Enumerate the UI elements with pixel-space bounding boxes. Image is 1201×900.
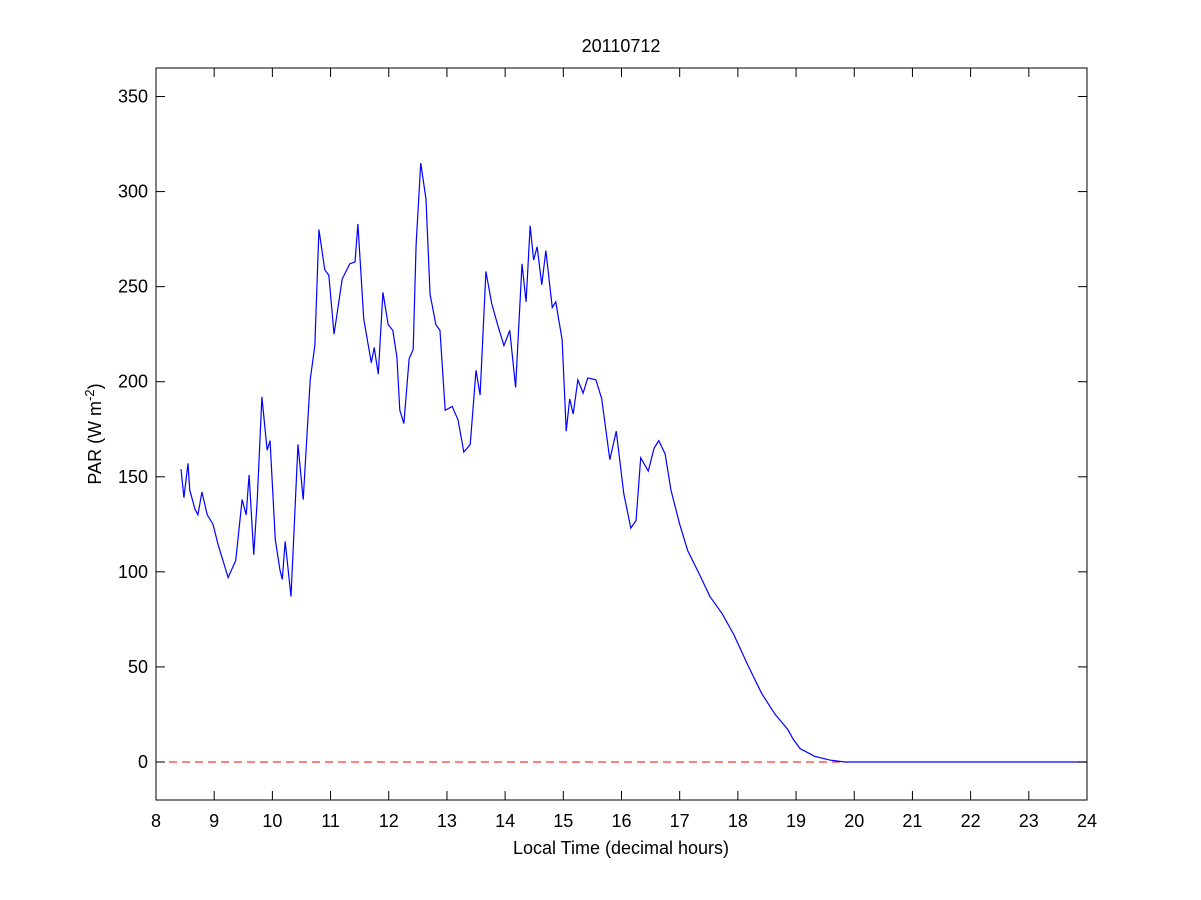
x-tick-label: 23: [1019, 811, 1039, 831]
x-tick-label: 15: [553, 811, 573, 831]
y-tick-label: 150: [118, 467, 148, 487]
x-tick-label: 10: [262, 811, 282, 831]
y-tick-label: 250: [118, 277, 148, 297]
x-tick-label: 20: [844, 811, 864, 831]
x-tick-label: 11: [321, 811, 340, 831]
x-tick-label: 21: [902, 811, 922, 831]
x-tick-label: 16: [611, 811, 631, 831]
x-tick-label: 13: [437, 811, 457, 831]
x-tick-label: 9: [209, 811, 219, 831]
y-axis-label: PAR (W m-2): [82, 383, 105, 484]
y-tick-label: 0: [138, 752, 148, 772]
x-tick-label: 18: [728, 811, 748, 831]
y-axis-label-sup: -2: [82, 389, 97, 401]
y-tick-label: 100: [118, 562, 148, 582]
y-tick-label: 50: [128, 657, 148, 677]
x-tick-label: 24: [1077, 811, 1097, 831]
x-tick-label: 14: [495, 811, 515, 831]
y-tick-label: 300: [118, 182, 148, 202]
y-tick-label: 350: [118, 87, 148, 107]
x-tick-label: 19: [786, 811, 806, 831]
data-line: [180, 162, 1087, 763]
y-axis-label-end: ): [85, 383, 105, 389]
x-axis-label: Local Time (decimal hours): [513, 838, 729, 858]
x-tick-label: 12: [379, 811, 399, 831]
x-tick-label: 8: [151, 811, 161, 831]
y-axis-label-main: PAR (W m: [85, 401, 105, 485]
x-tick-label: 22: [961, 811, 981, 831]
x-tick-label: 17: [670, 811, 690, 831]
chart-title: 20110712: [582, 36, 661, 56]
y-tick-label: 200: [118, 372, 148, 392]
